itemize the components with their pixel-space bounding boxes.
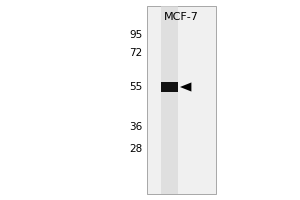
Text: 36: 36 — [129, 122, 142, 132]
Bar — [147, 6, 216, 194]
Text: 95: 95 — [129, 30, 142, 40]
Bar — [161, 6, 178, 194]
Text: 72: 72 — [129, 48, 142, 58]
Bar — [161, 82, 178, 92]
Polygon shape — [180, 82, 191, 92]
Text: 28: 28 — [129, 144, 142, 154]
Text: 55: 55 — [129, 82, 142, 92]
Text: MCF-7: MCF-7 — [164, 12, 199, 22]
